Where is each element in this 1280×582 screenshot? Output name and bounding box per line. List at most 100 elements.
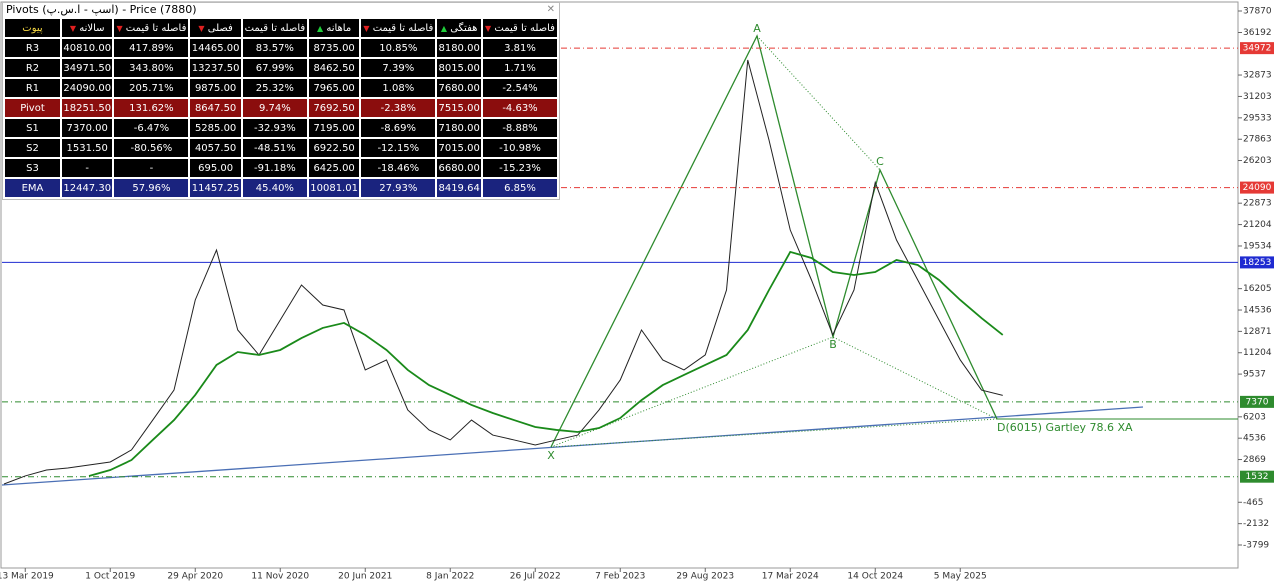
table-cell: -32.93% [242,119,307,137]
table-cell: 4057.50 [190,139,241,157]
table-cell: 12447.30 [62,179,113,197]
header-arrow: ▼ [69,23,77,33]
header-arrow: ▼ [116,23,123,33]
level-label: 7370 [1246,397,1269,407]
table-cell: 7680.00 [437,79,482,97]
table-cell: -4.63% [483,99,557,117]
header-label: سالانه [79,22,105,34]
y-tick-label: -465 [1243,498,1263,508]
close-icon[interactable]: ✕ [546,4,555,15]
table-cell: R3 [5,39,60,57]
table-row: R1 24090.00 205.71% 9875.00 25.32% 7965.00 1.0… [5,79,557,97]
x-tick-label: 14 Oct 2024 [847,572,903,582]
table-cell: 7370.00 [62,119,113,137]
header-label: فاصله تا قیمت [494,22,555,34]
table-cell: -8.88% [483,119,557,137]
table-cell: 10.85% [361,39,436,57]
table-cell: 7015.00 [437,139,482,157]
x-tick-label: 7 Feb 2023 [595,572,645,582]
y-tick-label: 9537 [1243,370,1266,380]
table-row: S3- -695.00 -91.18% 6425.00 -18.46% 6680.00 -1… [5,159,557,177]
panel-title-text: Pivots (اسپ - ا.س.پ) - Price (7880) [6,3,197,16]
table-cell: 8180.00 [437,39,482,57]
y-tick-label: 12871 [1243,327,1272,337]
table-cell: 27.93% [361,179,436,197]
level-label-box [1240,395,1274,408]
table-cell: 1531.50 [62,139,113,157]
x-tick-label: 29 Aug 2023 [676,572,734,582]
table-cell: -10.98% [483,139,557,157]
table-cell: -80.56% [114,139,189,157]
table-cell: 7180.00 [437,119,482,137]
y-tick-label: 11204 [1243,348,1272,358]
x-tick-label: 11 Nov 2020 [251,572,309,582]
pattern-label: D(6015) Gartley 78.6 XA [997,421,1133,434]
header-label: فاصله تا قیمت [372,22,434,34]
level-label-box [1240,470,1274,483]
x-tick-label: 5 May 2025 [934,572,987,582]
header-cell: ▲ هفتگی [437,19,482,37]
y-tick-label: -2132 [1243,519,1269,529]
level-label-box [1240,181,1274,194]
header-label: فصلی [207,22,233,34]
table-cell: 7.39% [361,59,436,77]
x-tick-label: 8 Jan 2022 [426,572,474,582]
table-cell: 343.80% [114,59,189,77]
table-cell: 1.71% [483,59,557,77]
table-cell: 10081.01 [308,179,360,197]
table-cell: 83.57% [242,39,307,57]
table-row: S2 1531.50 -80.56% 4057.50 -48.51% 6922.50 -12… [5,139,557,157]
table-cell: 11457.25 [190,179,241,197]
table-cell: -2.54% [483,79,557,97]
x-tick-label: 1 Oct 2019 [85,572,135,582]
header-cell: ▼ فاصله تا قیمت [114,19,189,37]
header-label: پیوت [22,22,43,34]
y-tick-label: 19534 [1243,241,1272,251]
table-cell: 40810.00 [62,39,113,57]
table-cell: - [62,159,113,177]
table-row: S1 7370.00 -6.47% 5285.00 -32.93% 7195.00 -8.6… [5,119,557,137]
series-line [88,250,1004,477]
header-arrow: ▼ [198,23,205,33]
y-tick-label: 21204 [1243,220,1272,230]
table-cell: - [114,159,189,177]
header-label: هفتگی [450,22,478,34]
table-cell: 34971.50 [62,59,113,77]
level-label: 34972 [1243,44,1272,54]
header-cell: ▼ سالانه [62,19,113,37]
table-cell: 8735.00 [308,39,360,57]
header-label: فاصله تا قیمت [125,22,187,34]
level-label: 18253 [1243,258,1272,268]
level-label: 1532 [1246,472,1269,482]
table-cell: 7515.00 [437,99,482,117]
table-cell: 9.74% [242,99,307,117]
table-cell: Pivot [5,99,60,117]
table-cell: -2.38% [361,99,436,117]
table-cell: S1 [5,119,60,137]
table-cell: 417.89% [114,39,189,57]
table-cell: 8419.64 [437,179,482,197]
table-cell: 695.00 [190,159,241,177]
table-cell: 13237.50 [190,59,241,77]
header-arrow: ▲ [317,23,324,33]
header-cell: فاصله تا قیمت [242,19,307,37]
table-cell: 57.96% [114,179,189,197]
pattern-dotted [756,35,881,171]
table-cell: 6425.00 [308,159,360,177]
header-arrow: ▼ [363,23,370,33]
table-cell: -15.23% [483,159,557,177]
table-cell: 14465.00 [190,39,241,57]
table-cell: 7965.00 [308,79,360,97]
table-cell: R1 [5,79,60,97]
header-cell: ▼ فاصله تا قیمت [361,19,436,37]
pivots-panel: Pivots (اسپ - ا.س.پ) - Price (7880) ✕ پیو… [2,2,560,200]
header-cell: ▼ فاصله تا قیمت [483,19,557,37]
header-row: پیوت ▼ سالانه ▼ فاصله تا قیمت ▼ فصلی فاصله … [5,19,557,37]
y-tick-label: 2869 [1243,455,1266,465]
table-row: EMA 12447.30 57.96% 11457.25 45.40% 10081.01 2… [5,179,557,197]
table-cell: 18251.50 [62,99,113,117]
table-cell: S2 [5,139,60,157]
header-label: فاصله تا قیمت [244,22,306,34]
level-label-box [1240,256,1274,269]
table-cell: 3.81% [483,39,557,57]
